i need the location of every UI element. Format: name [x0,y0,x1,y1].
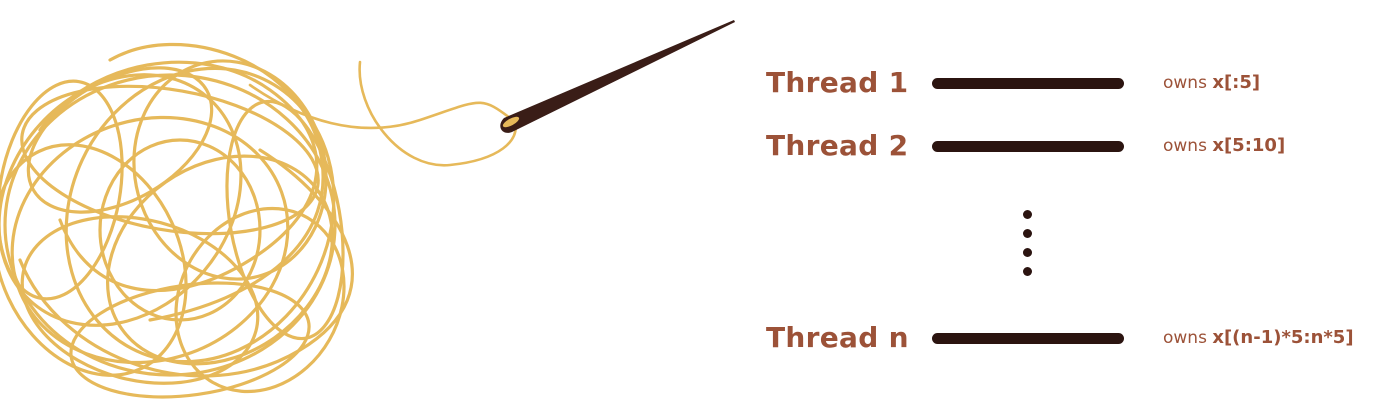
needle-icon [500,20,735,133]
ownership-text: owns x[(n-1)*5:n*5] [1163,318,1354,358]
owns-prefix: owns [1163,136,1207,156]
vertical-ellipsis-icon [1021,206,1035,276]
thread-bar [932,78,1124,89]
thread-row-1: Thread 1 owns x[:5] [766,63,1386,103]
slice-range: x[:5] [1212,72,1261,93]
thread-row-n: Thread n owns x[(n-1)*5:n*5] [766,318,1386,358]
thread-label: Thread 1 [766,66,909,99]
yarn-and-needle-illustration [0,20,735,399]
yarn-ball-icon [0,42,518,399]
thread-bar [932,141,1124,152]
thread-label: Thread 2 [766,129,909,162]
ownership-text: owns x[5:10] [1163,126,1285,166]
thread-bar [932,333,1124,344]
ownership-text: owns x[:5] [1163,63,1260,103]
slice-range: x[(n-1)*5:n*5] [1212,327,1354,348]
thread-label: Thread n [766,321,909,354]
owns-prefix: owns [1163,73,1207,93]
slice-range: x[5:10] [1212,135,1286,156]
thread-row-2: Thread 2 owns x[5:10] [766,126,1386,166]
owns-prefix: owns [1163,328,1207,348]
